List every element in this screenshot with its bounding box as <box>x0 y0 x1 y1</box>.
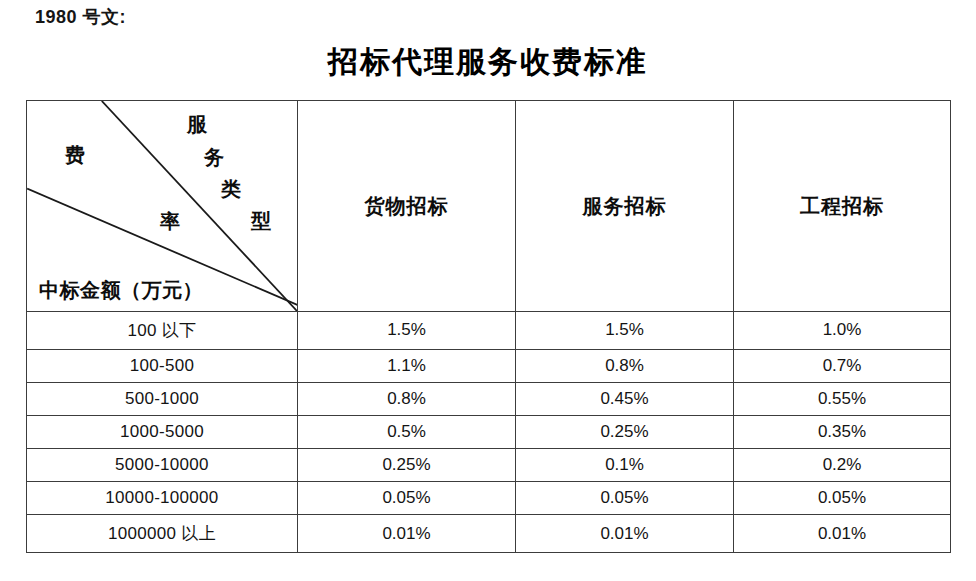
value-cell: 0.2% <box>734 449 951 482</box>
value-cell: 0.05% <box>734 482 951 515</box>
corner-axis-service-type-char-4: 型 <box>251 211 271 231</box>
value-cell: 0.25% <box>516 415 734 448</box>
value-cell: 1.5% <box>298 312 516 350</box>
value-cell: 0.1% <box>516 449 734 482</box>
value-cell: 0.8% <box>516 349 734 382</box>
column-header-service-bidding: 服务招标 <box>516 101 734 312</box>
table-corner-cell: 服 务 类 型 费 率 中标金额（万元） <box>27 101 298 312</box>
corner-axis-service-type-char-2: 务 <box>204 147 224 167</box>
corner-axis-amount-label: 中标金额（万元） <box>39 277 203 304</box>
corner-axis-service-type-char-3: 类 <box>221 179 241 199</box>
value-cell: 1.0% <box>734 312 951 350</box>
table-row: 100 以下 1.5% 1.5% 1.0% <box>27 312 951 350</box>
table-row: 100-500 1.1% 0.8% 0.7% <box>27 349 951 382</box>
value-cell: 0.45% <box>516 382 734 415</box>
row-label-cell: 5000-10000 <box>27 449 298 482</box>
table-row: 500-1000 0.8% 0.45% 0.55% <box>27 382 951 415</box>
value-cell: 0.01% <box>734 515 951 553</box>
value-cell: 0.35% <box>734 415 951 448</box>
page-title: 招标代理服务收费标准 <box>26 42 950 83</box>
value-cell: 0.05% <box>298 482 516 515</box>
row-label-cell: 1000-5000 <box>27 415 298 448</box>
row-label-cell: 100 以下 <box>27 312 298 350</box>
column-header-goods-bidding: 货物招标 <box>298 101 516 312</box>
table-row: 5000-10000 0.25% 0.1% 0.2% <box>27 449 951 482</box>
row-label-cell: 1000000 以上 <box>27 515 298 553</box>
value-cell: 1.5% <box>516 312 734 350</box>
row-label-cell: 10000-100000 <box>27 482 298 515</box>
table-row: 10000-100000 0.05% 0.05% 0.05% <box>27 482 951 515</box>
corner-axis-fee-rate-char-1: 费 <box>65 145 85 165</box>
value-cell: 1.1% <box>298 349 516 382</box>
value-cell: 0.01% <box>516 515 734 553</box>
corner-axis-fee-rate-char-2: 率 <box>160 211 180 231</box>
value-cell: 0.55% <box>734 382 951 415</box>
table-row: 1000-5000 0.5% 0.25% 0.35% <box>27 415 951 448</box>
corner-axis-service-type-char-1: 服 <box>187 114 207 134</box>
value-cell: 0.5% <box>298 415 516 448</box>
value-cell: 0.25% <box>298 449 516 482</box>
value-cell: 0.8% <box>298 382 516 415</box>
row-label-cell: 500-1000 <box>27 382 298 415</box>
table-header-row: 服 务 类 型 费 率 中标金额（万元） 货物招标 服务招标 工程招标 <box>27 101 951 312</box>
doc-number-note: 1980 号文: <box>35 5 126 29</box>
row-label-cell: 100-500 <box>27 349 298 382</box>
table-row: 1000000 以上 0.01% 0.01% 0.01% <box>27 515 951 553</box>
document-page: { "doc": { "note": "1980 号文:", "title": … <box>0 0 976 581</box>
value-cell: 0.7% <box>734 349 951 382</box>
column-header-engineering-bidding: 工程招标 <box>734 101 951 312</box>
fee-standard-table: 服 务 类 型 费 率 中标金额（万元） 货物招标 服务招标 工程招标 100 … <box>26 100 951 553</box>
value-cell: 0.01% <box>298 515 516 553</box>
value-cell: 0.05% <box>516 482 734 515</box>
